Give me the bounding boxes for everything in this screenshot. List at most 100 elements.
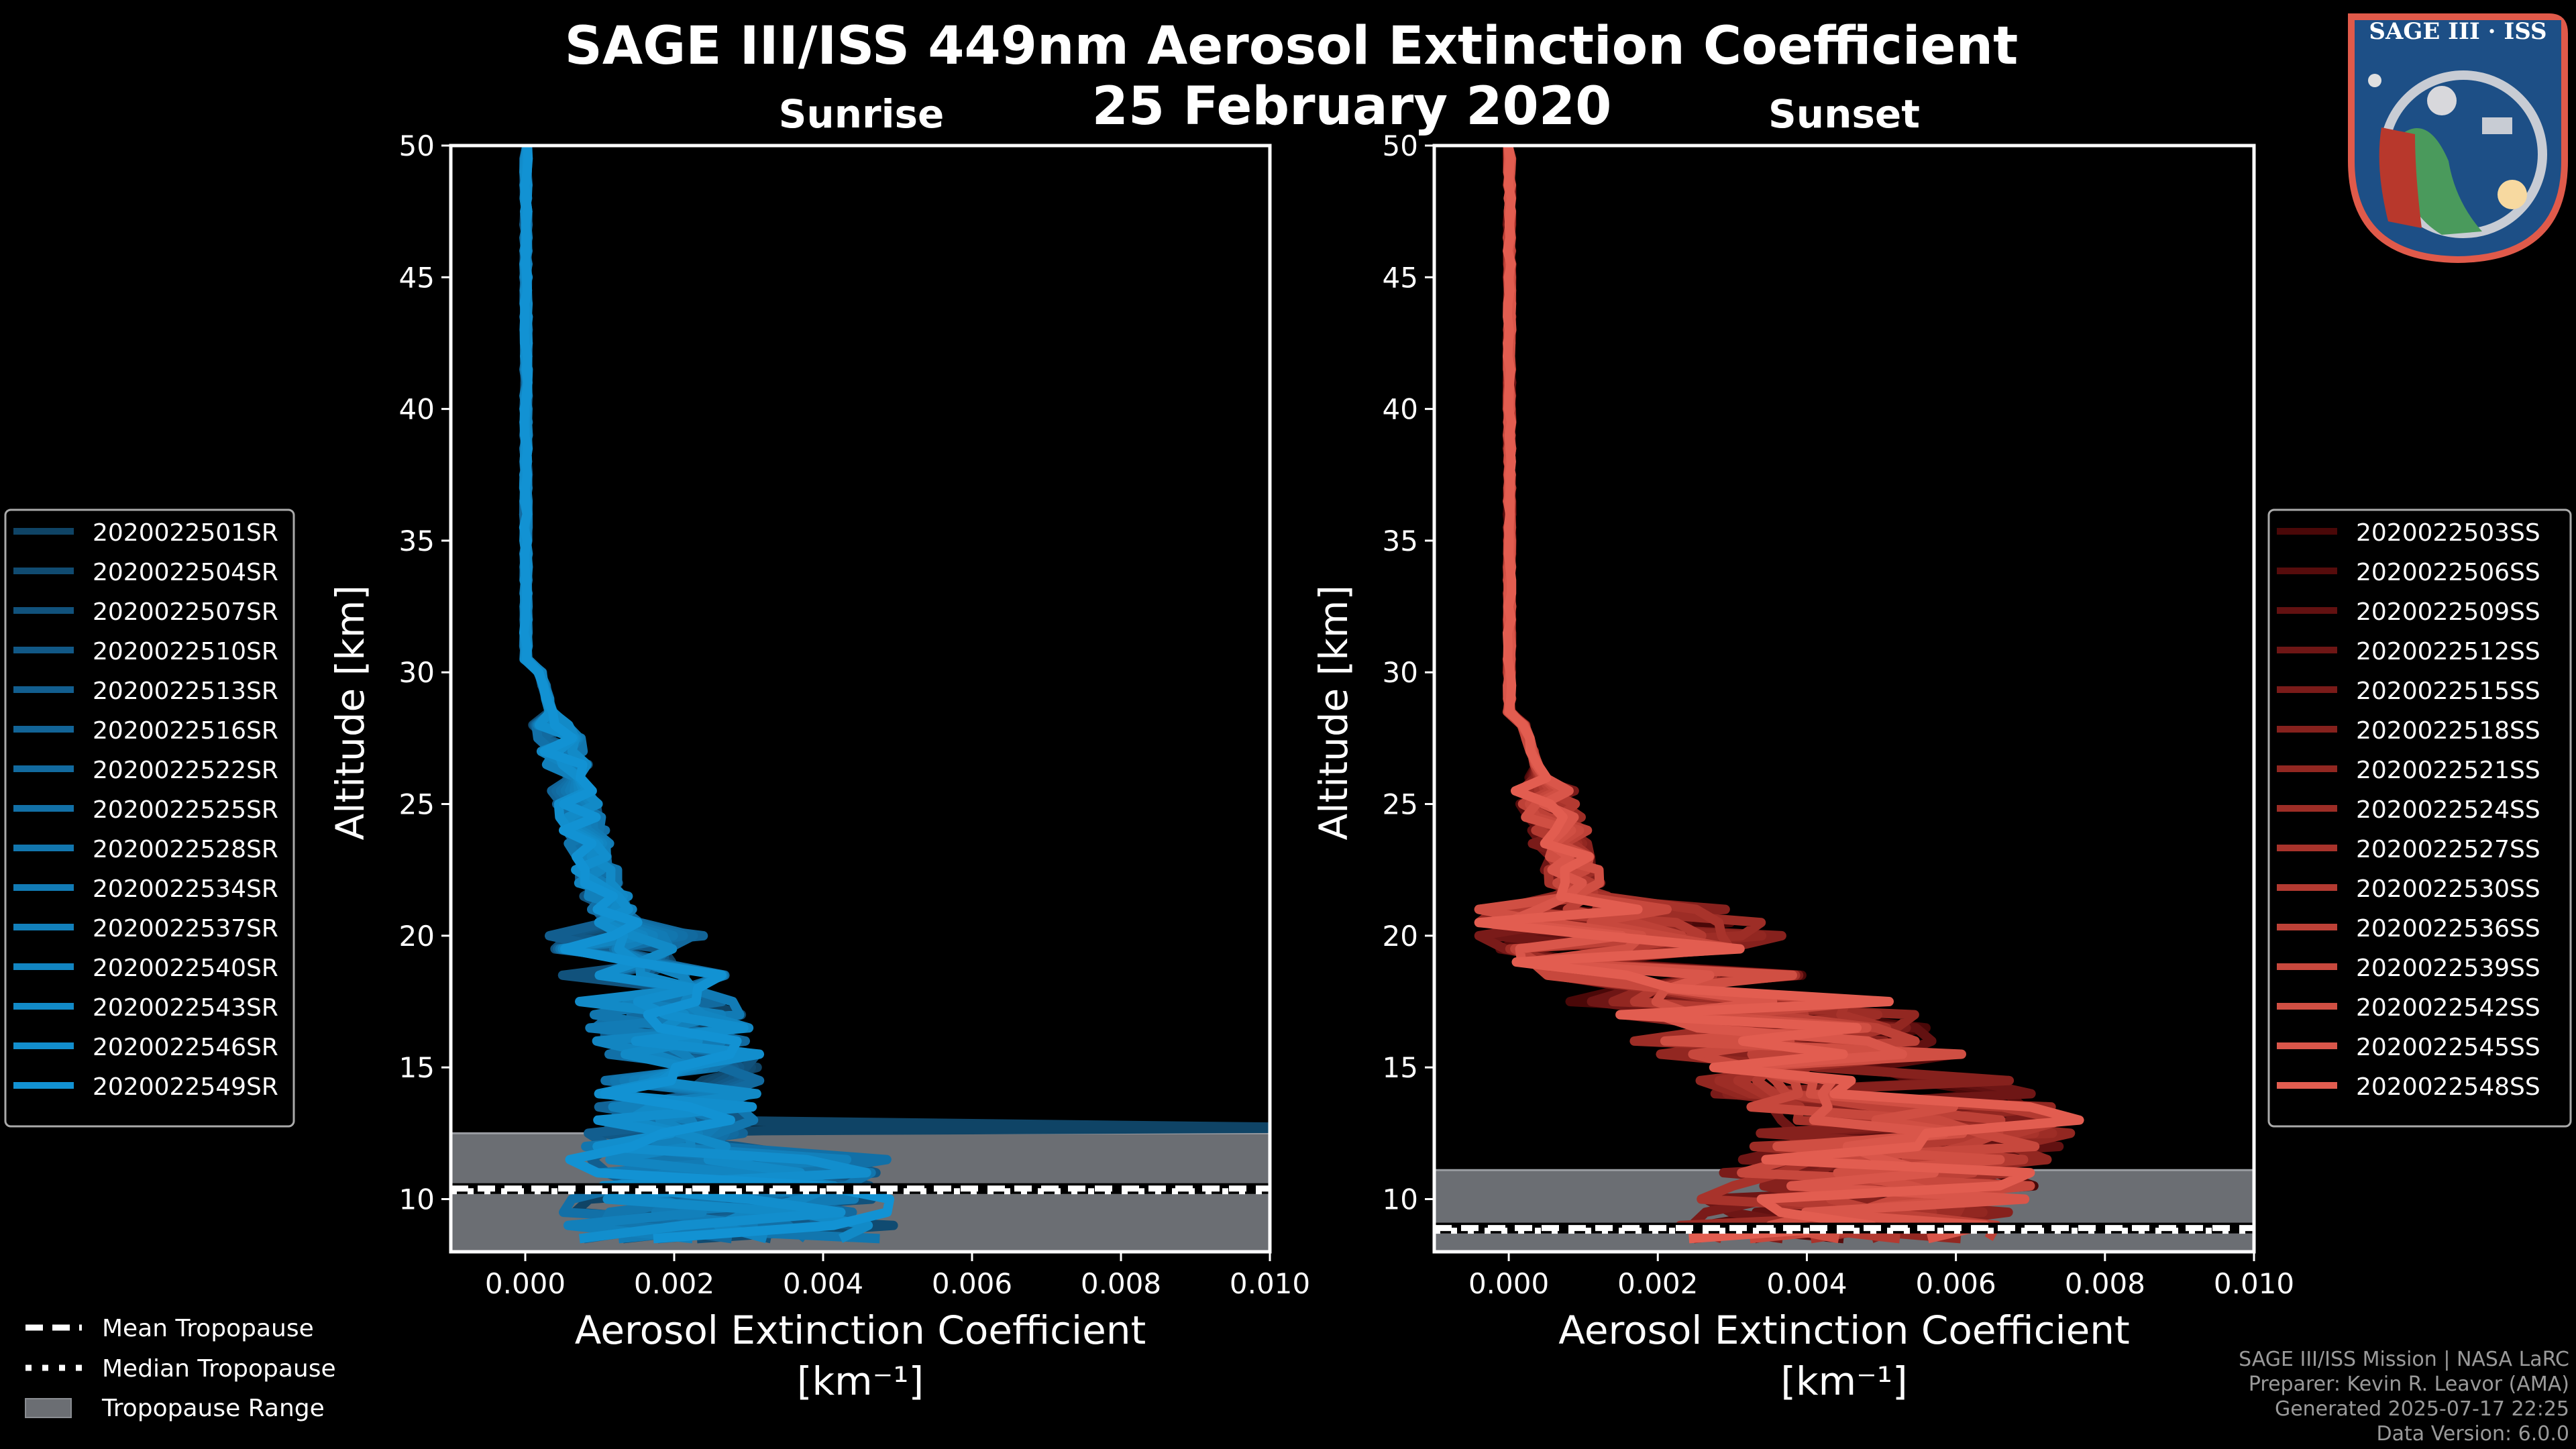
profile-line-2020022549SR (519, 146, 895, 1244)
legend-label: 2020022515SS (2356, 678, 2540, 705)
y-tick-label: 30 (399, 656, 435, 689)
sunset-plot: 10 15 20 25 30 35 40 45 50 0.000 0.002 0.004 0.006 0.… (1311, 129, 2294, 1404)
legend-label: 2020022524SS (2356, 796, 2540, 824)
x-tick-label: 0.006 (932, 1267, 1012, 1300)
y-tick-label: 20 (399, 920, 435, 953)
legend-item: 2020022501SR (13, 519, 278, 547)
legend-item: 2020022530SS (2277, 875, 2540, 903)
y-tick-label: 10 (1383, 1183, 1418, 1216)
legend-label: 2020022540SR (93, 955, 278, 982)
iss-icon (2482, 117, 2512, 134)
credits: SAGE III/ISS Mission | NASA LaRC Prepare… (2239, 1348, 2569, 1446)
y-axis-label: Altitude [km] (1311, 585, 1356, 840)
legend-label: 2020022510SR (93, 638, 278, 665)
wizard-figure-icon (2379, 127, 2422, 228)
legend-label: Mean Tropopause (102, 1315, 314, 1342)
x-tick-label: 0.008 (1081, 1267, 1161, 1300)
legend-frame (2267, 508, 2572, 1128)
y-tick-label: 30 (1383, 656, 1418, 689)
legend-item: 2020022518SS (2277, 717, 2540, 745)
range-swatch-icon (25, 1398, 72, 1418)
legend-item: 2020022506SS (2277, 559, 2540, 586)
credit-generated: Generated 2025-07-17 22:25 (2275, 1397, 2569, 1421)
legend-item: 2020022504SR (13, 559, 278, 586)
legend-label: 2020022509SS (2356, 598, 2540, 626)
legend-item: 2020022521SS (2277, 757, 2540, 784)
legend-item: 2020022536SS (2277, 915, 2540, 943)
legend-item: 2020022513SR (13, 678, 278, 705)
x-tick-label: 0.010 (2214, 1267, 2294, 1300)
legend-item: 2020022512SS (2277, 638, 2540, 665)
legend-label: 2020022513SR (93, 678, 278, 705)
legend-label: Median Tropopause (102, 1355, 336, 1383)
logo-title: SAGE III · ISS (2369, 18, 2546, 45)
legend-item: 2020022509SS (2277, 598, 2540, 626)
moon-icon (2427, 86, 2457, 115)
x-tick-label: 0.000 (485, 1267, 566, 1300)
credit-data-version: Data Version: 6.0.0 (2377, 1422, 2569, 1446)
legend-label: 2020022542SS (2356, 994, 2540, 1022)
y-tick-label: 15 (1383, 1051, 1418, 1084)
legend-label: 2020022534SR (93, 875, 278, 903)
y-axis-label: Altitude [km] (327, 585, 373, 840)
y-tick-label: 50 (399, 129, 435, 162)
legend-label: 2020022543SR (93, 994, 278, 1022)
legend-label: 2020022516SR (93, 717, 278, 745)
legend-label: 2020022546SR (93, 1034, 278, 1061)
legend-item: 2020022528SR (13, 836, 278, 863)
legend-label: 2020022536SS (2356, 915, 2540, 943)
legend-label: 2020022521SS (2356, 757, 2540, 784)
legend-label: 2020022528SR (93, 836, 278, 863)
legend-item: 2020022527SS (2277, 836, 2540, 863)
sunrise-legend: 2020022501SR 2020022504SR 2020022507SR 2020… (4, 508, 295, 1128)
legend-item: 2020022534SR (13, 875, 278, 903)
legend-item: 2020022516SR (13, 717, 278, 745)
legend-item: 2020022542SS (2277, 994, 2540, 1022)
legend-item: 2020022524SS (2277, 796, 2540, 824)
legend-item: 2020022549SR (13, 1073, 278, 1101)
main-title: SAGE III/ISS 449nm Aerosol Extinction Co… (565, 16, 2019, 76)
legend-label: Tropopause Range (101, 1395, 325, 1422)
earth-icon (2402, 128, 2482, 235)
tropopause-legend-item-mean: Mean Tropopause (25, 1315, 314, 1342)
x-tick-label: 0.004 (783, 1267, 863, 1300)
legend-item: 2020022537SR (13, 915, 278, 943)
y-tick-label: 35 (1383, 525, 1418, 557)
y-tick-label: 15 (399, 1051, 435, 1084)
y-tick-label: 35 (399, 525, 435, 557)
legend-item: 2020022503SS (2277, 519, 2540, 547)
x-axis-label: Aerosol Extinction Coefficient (575, 1307, 1146, 1353)
legend-label: 2020022503SS (2356, 519, 2540, 547)
y-tick-label: 25 (1383, 788, 1418, 821)
profile-lines (1474, 146, 2084, 1244)
legend-item: 2020022525SR (13, 796, 278, 824)
axes-frame (449, 144, 1272, 1254)
sunrise-panel-title: Sunrise (779, 91, 945, 137)
legend-label: 2020022501SR (93, 519, 278, 547)
x-axis-units: [km⁻¹] (1780, 1358, 1907, 1404)
tropopause-legend-item-range: Tropopause Range (25, 1395, 325, 1422)
legend-frame (4, 508, 295, 1128)
legend-item: 2020022539SS (2277, 955, 2540, 982)
legend-label: 2020022530SS (2356, 875, 2540, 903)
tropopause-legend-item-median: Median Tropopause (25, 1355, 336, 1383)
x-tick-label: 0.006 (1916, 1267, 1996, 1300)
profile-line-2020022548SS (1474, 146, 2084, 1244)
date-subtitle: 25 February 2020 (1092, 76, 1612, 137)
legend-label: 2020022527SS (2356, 836, 2540, 863)
credit-mission: SAGE III/ISS Mission | NASA LaRC (2239, 1348, 2569, 1371)
y-tick-label: 40 (399, 393, 435, 426)
y-tick-label: 45 (399, 261, 435, 294)
sunrise-plot: 10 15 20 25 30 35 40 45 50 0.000 0.002 0.004 0.006 0.… (327, 129, 1310, 1404)
y-tick-label: 40 (1383, 393, 1418, 426)
y-tick-label: 10 (399, 1183, 435, 1216)
staff-orb-icon (2368, 74, 2381, 87)
y-tick-label: 50 (1383, 129, 1418, 162)
legend-label: 2020022549SR (93, 1073, 278, 1101)
x-tick-label: 0.010 (1230, 1267, 1310, 1300)
x-tick-label: 0.008 (2065, 1267, 2145, 1300)
legend-label: 2020022537SR (93, 915, 278, 943)
tropopause-legend: Mean Tropopause Median Tropopause Tropop… (25, 1315, 336, 1422)
y-tick-label: 20 (1383, 920, 1418, 953)
axes-frame (1432, 144, 2256, 1254)
